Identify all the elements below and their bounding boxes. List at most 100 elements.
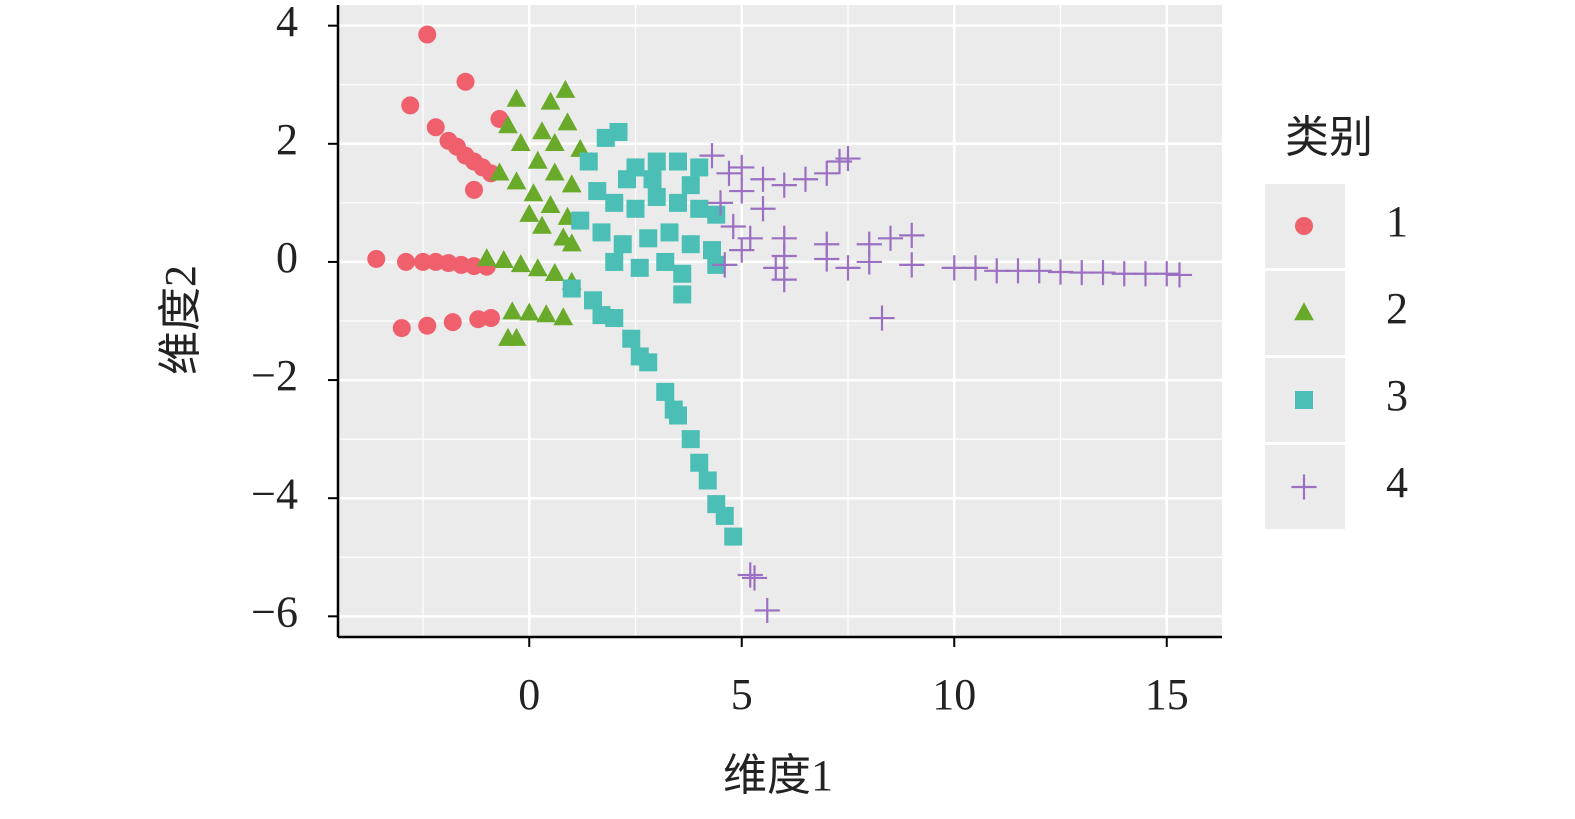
legend-swatch	[1295, 391, 1313, 409]
y-tick-label: −4	[251, 469, 298, 518]
point	[656, 252, 675, 271]
point	[588, 182, 607, 201]
point	[703, 241, 721, 260]
point	[553, 307, 574, 326]
point	[669, 193, 687, 212]
legend-label: 4	[1386, 458, 1408, 507]
point	[523, 183, 544, 202]
point	[510, 254, 531, 273]
point	[984, 258, 1010, 284]
point	[506, 88, 527, 107]
point	[561, 174, 582, 193]
point	[506, 171, 527, 190]
point	[750, 166, 776, 192]
x-tick-label: 5	[731, 670, 753, 719]
point	[639, 229, 658, 248]
point	[647, 152, 666, 171]
point	[729, 237, 755, 263]
y-tick-label: −2	[251, 351, 298, 400]
point	[1166, 262, 1193, 288]
point	[532, 121, 552, 140]
point	[367, 249, 386, 268]
y-tick-label: −6	[251, 587, 298, 636]
point	[544, 162, 565, 181]
point	[493, 249, 514, 268]
legend-label: 1	[1386, 197, 1408, 246]
point	[763, 255, 789, 281]
point	[418, 25, 437, 44]
point	[681, 176, 700, 195]
point	[562, 279, 581, 298]
point	[482, 309, 500, 328]
point	[712, 252, 738, 278]
point	[557, 112, 578, 131]
point	[532, 215, 552, 234]
y-tick-label: 0	[276, 233, 298, 282]
point	[835, 255, 861, 281]
point	[1132, 261, 1159, 287]
point	[729, 154, 755, 181]
point	[690, 453, 709, 472]
legend-label: 2	[1386, 284, 1408, 333]
point	[681, 235, 700, 254]
point	[592, 223, 611, 242]
point	[647, 187, 666, 206]
point	[540, 195, 561, 214]
point	[414, 252, 432, 271]
point	[771, 172, 797, 198]
point	[579, 152, 598, 171]
point	[465, 257, 483, 276]
point	[1090, 259, 1116, 286]
point	[1026, 258, 1052, 284]
legend-swatch	[1294, 302, 1314, 321]
point	[401, 96, 420, 115]
point	[962, 255, 989, 281]
y-tick-label: 4	[276, 0, 298, 46]
point	[690, 158, 709, 177]
x-tick-label: 10	[932, 670, 976, 719]
legend-swatch	[1295, 217, 1313, 235]
y-tick-label: 2	[276, 115, 298, 164]
point	[899, 252, 925, 278]
point	[426, 118, 445, 137]
point	[630, 258, 649, 277]
point	[502, 301, 523, 320]
point	[544, 133, 565, 152]
point	[707, 190, 734, 216]
point	[792, 166, 819, 192]
legend-title: 类别	[1285, 113, 1373, 162]
point	[716, 160, 742, 186]
point	[465, 180, 483, 199]
point	[605, 193, 624, 212]
point	[724, 527, 743, 546]
point	[660, 223, 679, 242]
point	[1069, 259, 1095, 286]
point	[899, 222, 925, 248]
point	[527, 150, 548, 169]
point	[643, 170, 662, 189]
point	[856, 249, 882, 275]
point	[869, 305, 895, 331]
point	[609, 122, 628, 141]
x-tick-label: 15	[1145, 670, 1189, 719]
point	[673, 264, 692, 283]
point	[519, 302, 540, 321]
point	[630, 347, 649, 366]
point	[669, 152, 687, 171]
point	[392, 319, 411, 338]
point	[555, 79, 576, 98]
point	[519, 203, 540, 222]
point	[570, 138, 591, 157]
point	[699, 143, 725, 169]
point	[681, 430, 700, 449]
point	[540, 91, 561, 110]
point	[707, 205, 726, 224]
point	[656, 382, 675, 401]
point	[510, 133, 531, 152]
point	[673, 285, 692, 304]
point	[544, 262, 565, 281]
point	[1154, 261, 1180, 287]
point	[584, 291, 602, 310]
point	[592, 306, 611, 325]
